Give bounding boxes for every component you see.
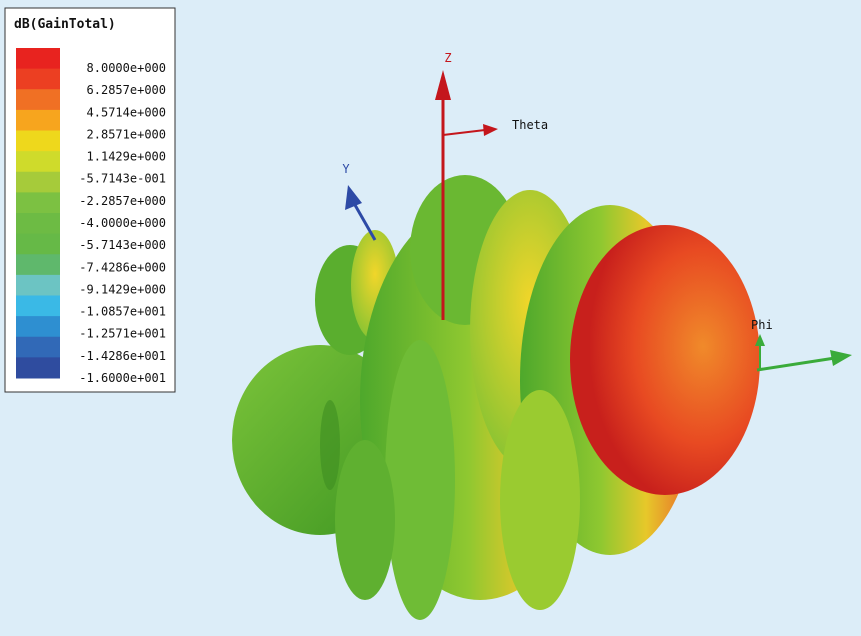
y-arrow <box>345 185 362 210</box>
legend-swatch <box>16 274 60 296</box>
z-label: Z <box>444 51 451 65</box>
legend-swatch <box>16 89 60 111</box>
legend-swatch <box>16 336 60 358</box>
legend-label: 8.0000e+000 <box>87 61 166 75</box>
axes-triad: Z Theta Y Phi <box>342 51 852 372</box>
legend-swatch <box>16 233 60 255</box>
phi-label: Phi <box>751 318 773 332</box>
legend-swatch <box>16 254 60 276</box>
legend-label: -1.0857e+001 <box>79 305 166 319</box>
legend: dB(GainTotal) 8.0000e+000 6.2857e+000 4.57… <box>4 7 176 393</box>
z-arrow <box>435 70 451 100</box>
legend-label: -5.7143e+000 <box>79 238 166 252</box>
phi-arrow <box>755 334 765 346</box>
legend-label: -1.4286e+001 <box>79 349 166 363</box>
legend-label: 1.1429e+000 <box>87 150 166 164</box>
y-label: Y <box>342 162 350 176</box>
y-axis <box>353 204 377 241</box>
x-axis <box>756 356 836 372</box>
legend-label: 4.5714e+000 <box>87 105 166 119</box>
legend-swatch <box>16 171 60 193</box>
legend-label: -2.2857e+000 <box>79 194 166 208</box>
legend-label: -7.4286e+000 <box>79 260 166 274</box>
legend-label: 6.2857e+000 <box>87 83 166 97</box>
legend-swatch <box>16 109 60 131</box>
legend-label: -9.1429e+000 <box>79 282 166 296</box>
legend-swatch <box>16 213 60 235</box>
legend-label: -5.7143e-001 <box>79 172 166 186</box>
legend-label: 2.8571e+000 <box>87 127 166 141</box>
theta-arrow <box>483 124 498 136</box>
legend-label: -1.6000e+001 <box>79 371 166 385</box>
legend-swatch <box>16 48 60 70</box>
radiation-pattern <box>232 175 760 620</box>
legend-swatch <box>16 68 60 90</box>
legend-swatch <box>16 357 60 379</box>
legend-swatch <box>16 151 60 173</box>
legend-title: dB(GainTotal) <box>14 17 116 32</box>
legend-label: -4.0000e+000 <box>79 216 166 230</box>
legend-swatch <box>16 192 60 214</box>
legend-swatch <box>16 130 60 152</box>
x-arrow <box>830 350 852 366</box>
theta-label: Theta <box>512 118 548 132</box>
theta-axis <box>442 129 486 136</box>
legend-swatch <box>16 316 60 338</box>
legend-label: -1.2571e+001 <box>79 327 166 341</box>
legend-swatch <box>16 295 60 317</box>
